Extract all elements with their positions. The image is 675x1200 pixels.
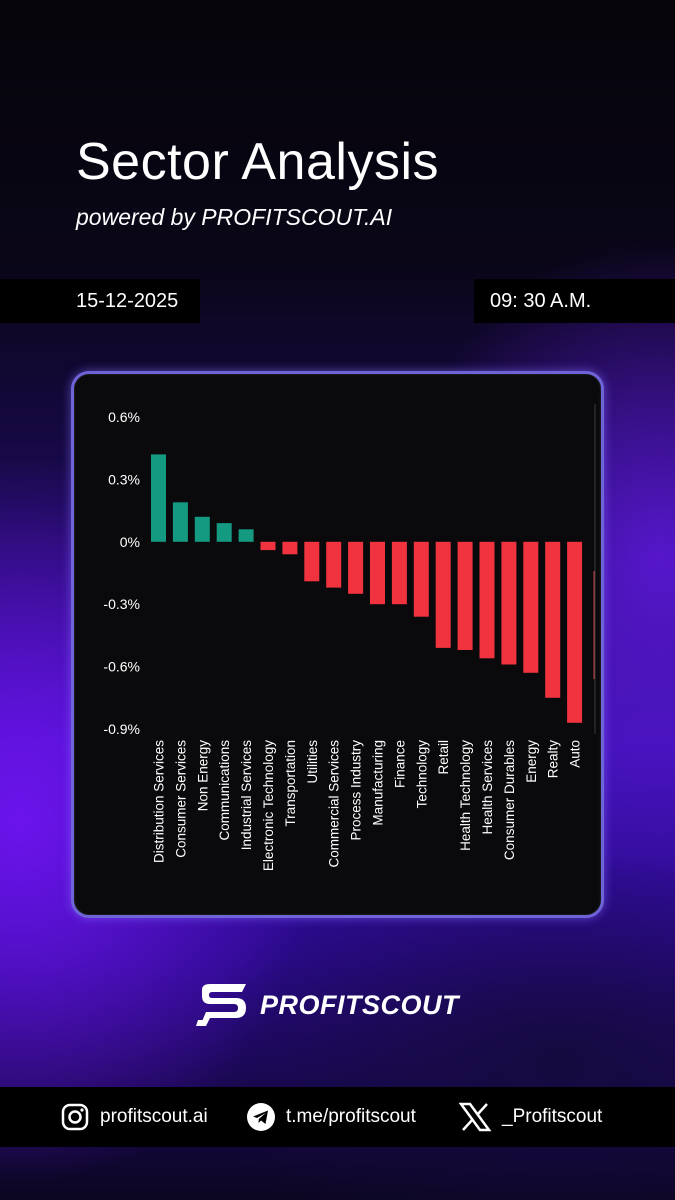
x-tick-label: Finance [392,740,407,788]
x-logo-icon [458,1102,492,1132]
bar [567,541,583,723]
bar [304,541,320,582]
bar [501,541,517,665]
page-subtitle: powered by PROFITSCOUT.AI [76,204,393,230]
bar [523,541,539,673]
bar [435,541,451,648]
instagram-link[interactable]: profitscout.ai [60,1087,208,1147]
bar [194,516,210,542]
y-tick-label: -0.3% [103,596,140,612]
x-tick-label: Industrial Services [239,740,254,851]
instagram-handle: profitscout.ai [100,1106,208,1127]
bar [348,541,364,594]
date-box: 15-12-2025 [0,279,200,323]
x-tick-label: Retail [436,740,451,775]
x-link[interactable]: _Profitscout [458,1087,602,1147]
x-tick-label: Process Industry [349,740,364,841]
bar [370,541,385,605]
telegram-icon [247,1103,275,1131]
telegram-link[interactable]: t.me/profitscout [246,1087,416,1147]
x-tick-label: Consumer Durables [502,740,517,860]
telegram-handle: t.me/profitscout [286,1106,416,1127]
bar [151,454,166,542]
sector-bar-chart: 0.6% 0.3% 0% -0.3% -0.6% -0.9% Distribution S… [103,404,596,871]
x-tick-label: Technology [414,740,429,809]
instagram-icon [61,1103,89,1131]
footer-bar [0,1087,675,1147]
bar [545,541,561,698]
date-text: 15-12-2025 [76,289,179,312]
bars [151,454,583,723]
y-tick-label: 0% [120,534,140,550]
bar [391,541,407,605]
x-tick-label: Utilities [305,740,320,784]
y-tick-label: -0.9% [103,721,140,737]
x-tick-label: Consumer Services [173,740,188,858]
chart-card: 0.6% 0.3% 0% -0.3% -0.6% -0.9% Distribution S… [71,371,604,918]
y-tick-label: -0.6% [103,659,140,675]
bar [172,502,188,542]
bar [282,541,298,555]
bar [216,523,232,542]
x-tick-label: Auto [568,740,583,768]
x-tick-label: Energy [524,740,539,783]
bar [479,541,495,659]
y-tick-label: 0.3% [108,471,140,487]
y-tick-label: 0.6% [108,409,140,425]
bar [260,541,276,551]
brand-logo: PROFITSCOUT [196,980,486,1030]
x-tick-label: Electronic Technology [261,740,276,871]
x-tick-label: Communications [217,740,232,841]
profitscout-logo-icon [196,984,246,1026]
bar [413,541,429,617]
x-tick-label: Health Technology [458,740,473,851]
x-tick-label: Non Energy [195,740,210,812]
x-tick-label: Commercial Services [327,740,342,868]
page-title: Sector Analysis [76,133,439,191]
x-tick-label: Realty [546,740,561,779]
x-tick-label: Distribution Services [152,740,167,863]
brand-name: PROFITSCOUT [260,989,459,1020]
time-box: 09: 30 A.M. [474,279,675,323]
x-tick-label: Manufacturing [371,740,386,826]
x-tick-label: Transportation [283,740,298,827]
bar [238,529,254,542]
time-text: 09: 30 A.M. [490,289,592,312]
bar [326,541,342,588]
x-handle: _Profitscout [502,1106,603,1127]
y-axis: 0.6% 0.3% 0% -0.3% -0.6% -0.9% [103,409,140,737]
x-axis-labels: Distribution Services Consumer Services No… [152,740,583,871]
x-tick-label: Health Services [480,740,495,835]
bar [457,541,473,650]
